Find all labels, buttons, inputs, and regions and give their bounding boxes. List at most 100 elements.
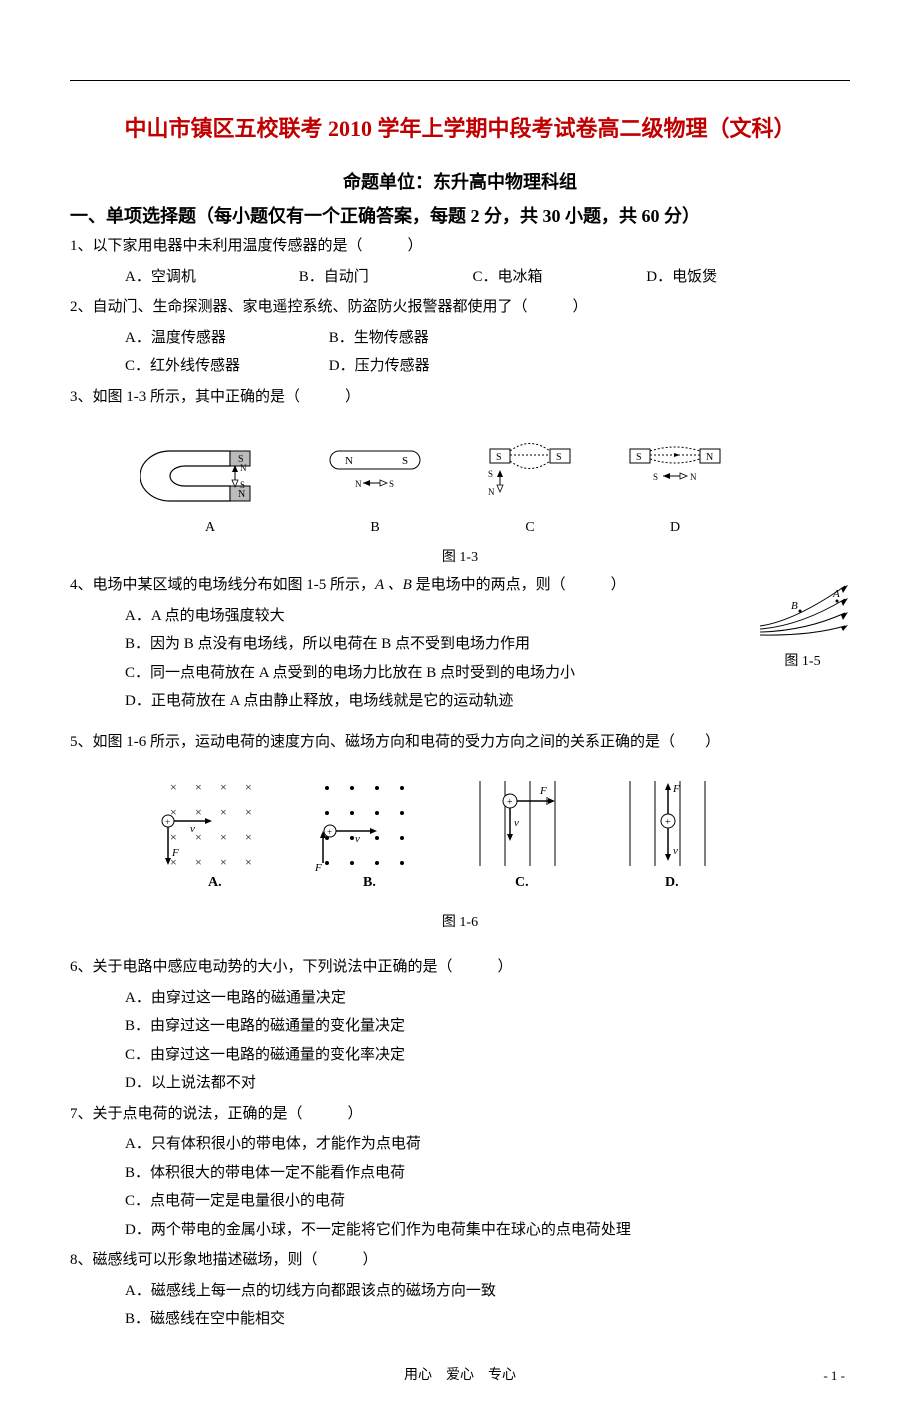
- svg-text:B: B: [791, 600, 798, 612]
- svg-text:+: +: [665, 817, 671, 828]
- q7-opt-a: A．只有体积很小的带电体，才能作为点电荷: [70, 1130, 850, 1159]
- exam-page: 中山市镇区五校联考 2010 学年上学期中段考试卷高二级物理（文科） 命题单位：…: [0, 0, 920, 1424]
- q6-opt-a: A．由穿过这一电路的磁通量决定: [70, 984, 850, 1013]
- q4-stem-mid: A 、B: [375, 577, 412, 593]
- q4-opt-c: C．同一点电荷放在 A 点受到的电场力比放在 B 点时受到的电场力小: [70, 659, 850, 688]
- svg-text:C: C: [525, 520, 534, 535]
- svg-text:S: S: [389, 479, 394, 489]
- q4-opt-d: D．正电荷放在 A 点由静止释放，电场线就是它的运动轨迹: [70, 687, 850, 716]
- fig-1-5-label: 图 1-5: [755, 650, 850, 670]
- svg-text:N: N: [238, 489, 245, 500]
- q3-stem: 3、如图 1-3 所示，其中正确的是（ ）: [70, 383, 850, 412]
- page-number: - 1 -: [70, 1368, 850, 1384]
- svg-text:N: N: [690, 472, 697, 482]
- svg-text:N: N: [706, 452, 713, 463]
- svg-text:×: ×: [220, 780, 227, 794]
- svg-text:×: ×: [195, 830, 202, 844]
- q5-stem: 5、如图 1-6 所示，运动电荷的速度方向、磁场方向和电荷的受力方向之间的关系正…: [70, 728, 850, 757]
- svg-text:v: v: [190, 823, 195, 835]
- fig-1-3-svg: S N N S A N S: [140, 426, 780, 536]
- svg-text:+: +: [165, 817, 170, 827]
- svg-text:S: S: [636, 452, 642, 463]
- svg-text:+: +: [327, 827, 332, 837]
- svg-text:C.: C.: [515, 875, 529, 890]
- svg-text:×: ×: [195, 855, 202, 869]
- q1-opt-a: A．空调机: [125, 263, 295, 292]
- top-rule: [70, 80, 850, 81]
- q2-options-1: A．温度传感器 B．生物传感器: [70, 324, 850, 353]
- svg-text:×: ×: [220, 830, 227, 844]
- q7-opt-d: D．两个带电的金属小球，不一定能将它们作为电荷集中在球心的点电荷处理: [70, 1216, 850, 1245]
- svg-text:×: ×: [245, 830, 252, 844]
- q6-opt-b: B．由穿过这一电路的磁通量的变化量决定: [70, 1012, 850, 1041]
- q1-opt-c: C．电冰箱: [473, 263, 643, 292]
- exam-subtitle: 命题单位：东升高中物理科组: [70, 168, 850, 194]
- svg-text:A: A: [205, 520, 216, 535]
- figure-1-6: ×××× ×××× ×××× ×××× + v F A.: [70, 771, 850, 931]
- svg-text:D.: D.: [665, 875, 679, 890]
- svg-text:+: +: [507, 797, 513, 808]
- q2-opt-b: B．生物传感器: [329, 324, 429, 353]
- svg-text:×: ×: [220, 805, 227, 819]
- q2-opt-a: A．温度传感器: [125, 324, 325, 353]
- svg-text:B: B: [370, 520, 379, 535]
- q7-stem: 7、关于点电荷的说法，正确的是（ ）: [70, 1100, 850, 1129]
- svg-text:F: F: [672, 783, 680, 795]
- q4-stem: 4、电场中某区域的电场线分布如图 1-5 所示，A 、B 是电场中的两点，则（ …: [70, 571, 850, 600]
- figure-1-5: A B 图 1-5: [755, 571, 850, 670]
- svg-text:N: N: [345, 455, 353, 467]
- svg-text:A.: A.: [208, 875, 222, 890]
- svg-text:F: F: [314, 862, 322, 874]
- svg-text:×: ×: [245, 855, 252, 869]
- fig-1-3-label: 图 1-3: [70, 546, 850, 566]
- svg-text:v: v: [355, 833, 360, 845]
- q8-opt-b: B．磁感线在空中能相交: [70, 1305, 850, 1334]
- svg-text:N: N: [355, 479, 362, 489]
- svg-text:S: S: [240, 480, 245, 490]
- q1-opt-b: B．自动门: [299, 263, 469, 292]
- svg-text:S: S: [402, 455, 408, 467]
- q2-stem: 2、自动门、生命探测器、家电遥控系统、防盗防火报警器都使用了（ ）: [70, 293, 850, 322]
- q8-opt-a: A．磁感线上每一点的切线方向都跟该点的磁场方向一致: [70, 1277, 850, 1306]
- svg-text:S: S: [496, 452, 502, 463]
- q1-options: A．空调机 B．自动门 C．电冰箱 D．电饭煲: [70, 263, 850, 292]
- q4-stem-pre: 4、电场中某区域的电场线分布如图 1-5 所示，: [70, 577, 375, 593]
- q1-opt-d: D．电饭煲: [646, 263, 717, 292]
- fig-1-6-label: 图 1-6: [70, 911, 850, 931]
- q2-opt-c: C．红外线传感器: [125, 352, 325, 381]
- q6-opt-c: C．由穿过这一电路的磁通量的变化率决定: [70, 1041, 850, 1070]
- svg-text:×: ×: [170, 830, 177, 844]
- q6-opt-d: D．以上说法都不对: [70, 1069, 850, 1098]
- svg-text:×: ×: [195, 780, 202, 794]
- svg-text:F: F: [171, 847, 179, 859]
- svg-text:S: S: [556, 452, 562, 463]
- q1-stem: 1、以下家用电器中未利用温度传感器的是（ ）: [70, 232, 850, 261]
- svg-text:B.: B.: [363, 875, 376, 890]
- section-1-head: 一、单项选择题（每小题仅有一个正确答案，每题 2 分，共 30 小题，共 60 …: [70, 202, 850, 228]
- svg-text:N: N: [240, 463, 247, 473]
- svg-text:F: F: [539, 785, 547, 797]
- exam-title: 中山市镇区五校联考 2010 学年上学期中段考试卷高二级物理（文科）: [70, 111, 850, 143]
- q2-options-2: C．红外线传感器 D．压力传感器: [70, 352, 850, 381]
- svg-text:D: D: [670, 520, 680, 535]
- fig-1-6-svg: ×××× ×××× ×××× ×××× + v F A.: [150, 771, 770, 901]
- q6-stem: 6、关于电路中感应电动势的大小，下列说法中正确的是（ ）: [70, 953, 850, 982]
- q4-opt-a: A．A 点的电场强度较大: [70, 602, 850, 631]
- svg-text:×: ×: [220, 855, 227, 869]
- svg-text:v: v: [514, 817, 519, 829]
- svg-text:×: ×: [245, 780, 252, 794]
- svg-text:×: ×: [170, 780, 177, 794]
- fig-1-5-svg: A B: [755, 571, 850, 641]
- q7-opt-c: C．点电荷一定是电量很小的电荷: [70, 1187, 850, 1216]
- q4-opt-b: B．因为 B 点没有电场线，所以电荷在 B 点不受到电场力作用: [70, 630, 850, 659]
- q8-stem: 8、磁感线可以形象地描述磁场，则（ ）: [70, 1246, 850, 1275]
- figure-1-3: S N N S A N S: [70, 426, 850, 566]
- q7-opt-b: B．体积很大的带电体一定不能看作点电荷: [70, 1159, 850, 1188]
- svg-text:S: S: [653, 472, 658, 482]
- svg-text:N: N: [488, 487, 495, 497]
- svg-text:×: ×: [195, 805, 202, 819]
- q4-stem-post: 是电场中的两点，则（ ）: [412, 577, 626, 593]
- svg-text:S: S: [488, 469, 493, 479]
- q2-opt-d: D．压力传感器: [329, 352, 430, 381]
- svg-text:×: ×: [245, 805, 252, 819]
